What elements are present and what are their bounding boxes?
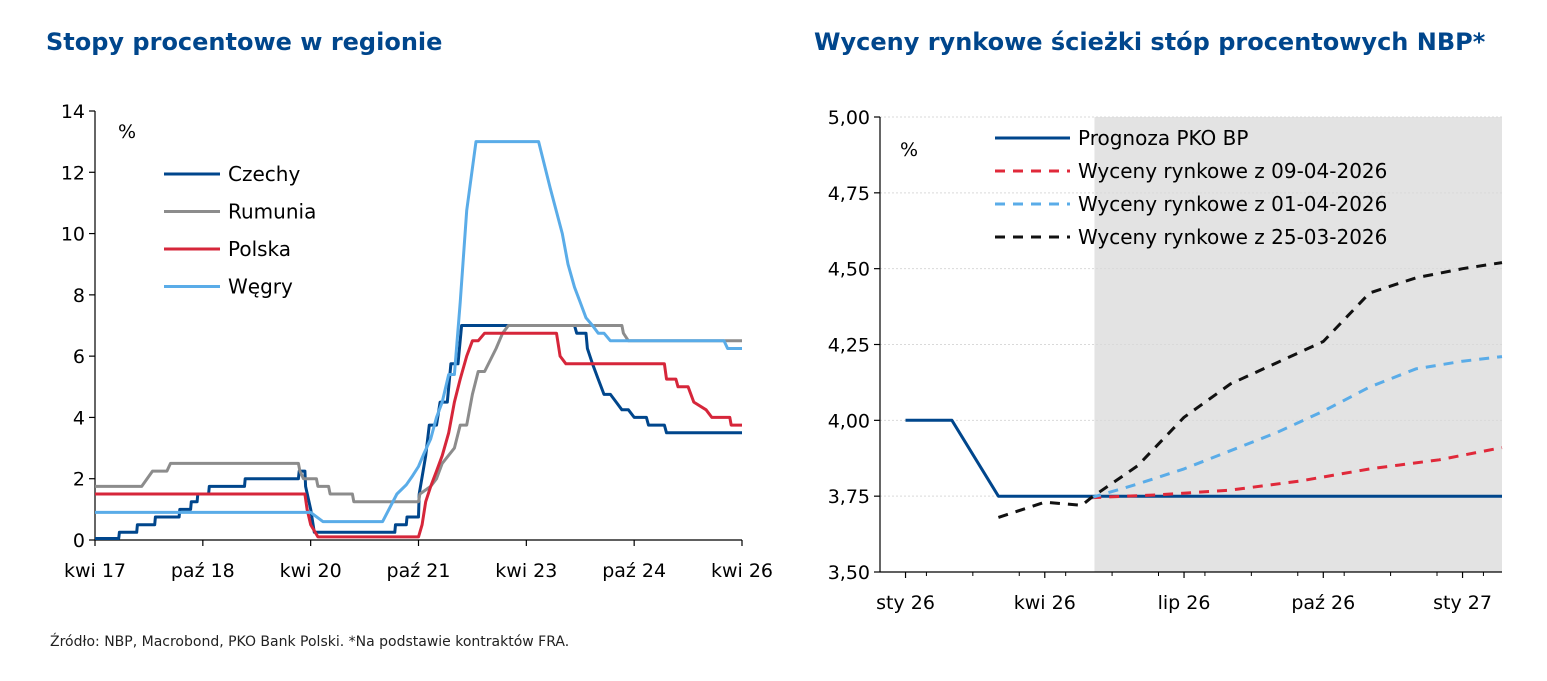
y-tick-label: 8 [73,285,85,307]
x-tick-label: paź 26 [1291,592,1355,614]
unit-label: % [900,139,918,161]
y-tick-label: 14 [61,101,85,123]
chart1-title: Stopy procentowe w regionie [46,28,443,56]
x-tick-label: kwi 26 [711,560,773,582]
y-tick-label: 12 [61,162,85,184]
y-tick-label: 4,25 [828,335,870,357]
x-tick-label: sty 27 [1433,592,1492,614]
source-note: Źródło: NBP, Macrobond, PKO Bank Polski.… [50,634,570,650]
legend-label-4: Węgry [228,275,293,299]
unit-label: % [118,121,136,143]
series-line-3 [95,331,742,539]
series-line-1 [905,418,1502,498]
x-tick-label: sty 26 [876,592,935,614]
series-line-1 [95,324,742,540]
y-tick-label: 6 [73,346,85,368]
x-tick-label: kwi 17 [64,560,126,582]
series-line-2 [1091,446,1503,500]
y-tick-label: 4 [73,407,85,429]
x-tick-label: kwi 23 [495,560,557,582]
y-tick-label: 0 [73,530,85,552]
series-line-4 [95,140,742,524]
y-tick-label: 4,75 [828,183,870,205]
chart-regional-rates: 0 2 4 6 8 10 12 14 kwi 17 paź 18 kwi 20 paź 21 kwi 2… [61,101,773,582]
y-tick-label: 10 [61,224,85,246]
x-tick-label: kwi 26 [1014,592,1076,614]
legend-label-3: Wyceny rynkowe z 01-04-2026 [1078,192,1387,216]
x-tick-label: paź 18 [171,560,235,582]
y-tick-label: 5,00 [828,107,870,129]
chart2-title: Wyceny rynkowe ścieżki stóp procentowych… [814,28,1486,56]
y-tick-label: 3,75 [828,486,870,508]
chart-nbp-market-path: 3,50 3,75 4,00 4,25 4,50 4,75 5,00 sty 26 kwi 26… [828,107,1503,614]
x-tick-label: paź 21 [387,560,451,582]
series-line-4 [997,261,1503,519]
y-tick-label: 2 [73,469,85,491]
legend-label-3: Polska [228,237,291,261]
legend-label-4: Wyceny rynkowe z 25-03-2026 [1078,225,1387,249]
y-tick-label: 4,00 [828,410,870,432]
legend-label-2: Rumunia [228,200,316,224]
legend-label-1: Czechy [228,162,300,186]
x-tick-label: paź 24 [602,560,666,582]
x-tick-label: lip 26 [1158,592,1211,614]
series-line-2 [95,324,742,504]
y-tick-label: 4,50 [828,259,870,281]
y-tick-label: 3,50 [828,562,870,584]
legend-label-2: Wyceny rynkowe z 09-04-2026 [1078,159,1387,183]
series-line-3 [1090,355,1503,500]
x-tick-label: kwi 20 [280,560,342,582]
legend-label-1: Prognoza PKO BP [1078,126,1248,150]
